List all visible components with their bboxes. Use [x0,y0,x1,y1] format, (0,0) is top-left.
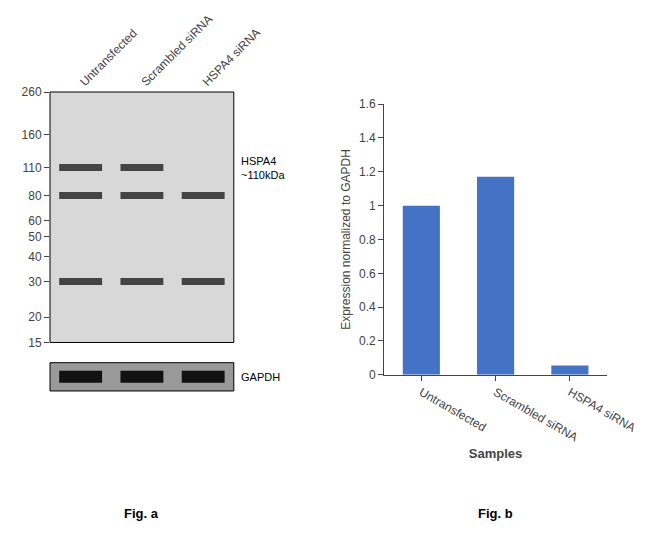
svg-text:160: 160 [22,128,42,142]
svg-text:260: 260 [22,85,42,99]
svg-text:1.4: 1.4 [359,131,376,145]
svg-text:Samples: Samples [469,446,522,461]
svg-text:40: 40 [28,250,42,264]
svg-text:0.4: 0.4 [359,300,376,314]
svg-text:Expression normalized to GAPDH: Expression normalized to GAPDH [339,149,353,330]
svg-text:Fig. b: Fig. b [478,506,513,521]
svg-text:15: 15 [28,336,42,350]
svg-text:Fig. a: Fig. a [124,506,159,521]
svg-text:0.8: 0.8 [359,233,376,247]
svg-text:HSPA4 siRNA: HSPA4 siRNA [565,385,638,435]
svg-text:1: 1 [369,199,376,213]
svg-text:110: 110 [22,161,41,175]
svg-text:0.6: 0.6 [359,267,376,281]
svg-text:0.2: 0.2 [359,334,376,348]
svg-text:20: 20 [28,310,42,324]
svg-text:Scrambled siRNA: Scrambled siRNA [491,385,580,444]
svg-text:0: 0 [369,368,376,382]
svg-text:Scrambled siRNA: Scrambled siRNA [138,12,215,89]
svg-text:1.2: 1.2 [359,165,376,179]
svg-text:80: 80 [28,189,42,203]
svg-text:1.6: 1.6 [359,97,376,111]
svg-text:Untransfected: Untransfected [417,385,489,434]
svg-text:50: 50 [28,230,42,244]
svg-text:60: 60 [28,214,42,228]
svg-text:Untransfected: Untransfected [77,26,140,89]
svg-text:HSPA4~110kDa: HSPA4~110kDa [241,155,285,181]
svg-text:GAPDH: GAPDH [241,371,280,383]
svg-text:30: 30 [28,275,42,289]
svg-text:HSPA4 siRNA: HSPA4 siRNA [200,25,263,88]
